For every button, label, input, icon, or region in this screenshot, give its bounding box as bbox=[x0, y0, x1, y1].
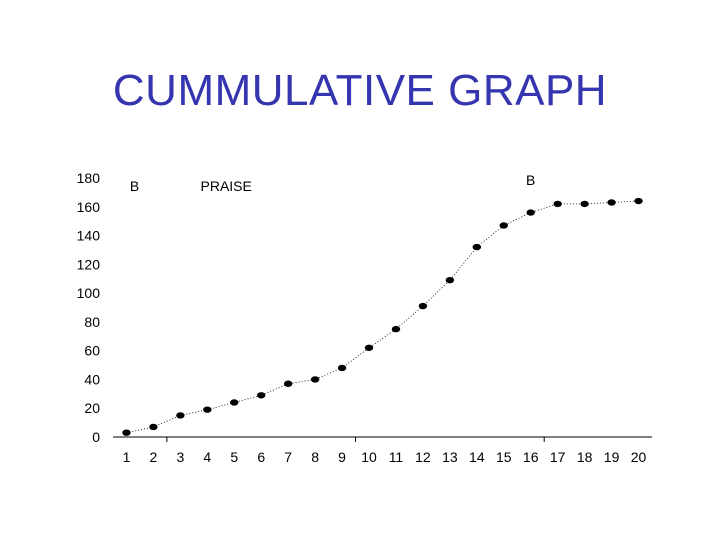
phase-label: B bbox=[526, 172, 535, 188]
x-tick-label: 10 bbox=[361, 449, 377, 465]
data-point bbox=[149, 423, 158, 431]
y-tick-label: 140 bbox=[77, 228, 101, 244]
data-point bbox=[445, 276, 455, 284]
y-axis-ticks: 0 20 40 60 80 100 120 140 160 180 bbox=[77, 170, 101, 445]
y-tick-label: 80 bbox=[84, 314, 100, 330]
x-tick-label: 3 bbox=[176, 449, 184, 465]
y-tick-label: 100 bbox=[77, 285, 101, 301]
phase-label: PRAISE bbox=[201, 178, 252, 194]
data-point bbox=[418, 302, 428, 310]
data-point bbox=[526, 209, 535, 216]
data-point bbox=[230, 399, 239, 406]
x-tick-label: 15 bbox=[496, 449, 512, 465]
data-point bbox=[203, 406, 212, 413]
series-points bbox=[122, 197, 643, 436]
data-point bbox=[176, 412, 185, 419]
x-tick-label: 11 bbox=[389, 449, 404, 465]
data-point bbox=[122, 429, 131, 436]
data-point bbox=[337, 364, 347, 372]
data-point bbox=[634, 197, 643, 205]
chart-annotations: B PRAISE B bbox=[130, 172, 536, 194]
x-tick-label: 20 bbox=[631, 449, 647, 465]
data-point bbox=[553, 200, 562, 208]
x-tick-label: 16 bbox=[523, 449, 539, 465]
data-point bbox=[580, 200, 589, 208]
x-tick-label: 12 bbox=[415, 449, 431, 465]
x-tick-label: 17 bbox=[550, 449, 566, 465]
x-tick-label: 7 bbox=[284, 449, 292, 465]
y-tick-label: 160 bbox=[77, 199, 101, 215]
data-point bbox=[472, 243, 482, 251]
x-tick-label: 19 bbox=[604, 449, 620, 465]
series-connector bbox=[126, 200, 639, 434]
phase-label: B bbox=[130, 178, 139, 194]
chart-axes bbox=[113, 436, 652, 442]
x-tick-label: 5 bbox=[230, 449, 238, 465]
x-tick-label: 18 bbox=[577, 449, 593, 465]
data-point bbox=[257, 392, 266, 399]
y-tick-label: 180 bbox=[77, 170, 101, 186]
y-tick-label: 0 bbox=[92, 429, 100, 445]
page-title: CUMMULATIVE GRAPH bbox=[112, 66, 608, 115]
x-tick-label: 4 bbox=[203, 449, 211, 465]
data-point bbox=[283, 380, 293, 387]
data-point bbox=[391, 325, 401, 333]
x-tick-label: 8 bbox=[311, 449, 319, 465]
x-tick-label: 13 bbox=[442, 449, 458, 465]
x-tick-label: 2 bbox=[150, 449, 158, 465]
data-point bbox=[310, 376, 320, 383]
y-tick-label: 20 bbox=[84, 400, 100, 416]
y-tick-label: 120 bbox=[77, 256, 101, 272]
data-point bbox=[607, 199, 616, 206]
series-line bbox=[126, 200, 639, 434]
x-tick-label: 14 bbox=[469, 449, 485, 465]
x-axis-ticks: 1 2 3 4 5 6 7 8 9 10 11 12 13 14 15 16 17 18 19 20 bbox=[123, 449, 647, 465]
data-point bbox=[499, 222, 508, 229]
x-tick-label: 6 bbox=[257, 449, 265, 465]
data-point bbox=[364, 344, 374, 351]
x-tick-label: 9 bbox=[338, 449, 346, 465]
y-tick-label: 60 bbox=[84, 343, 100, 359]
y-tick-label: 40 bbox=[84, 371, 100, 387]
x-tick-label: 1 bbox=[123, 449, 131, 465]
